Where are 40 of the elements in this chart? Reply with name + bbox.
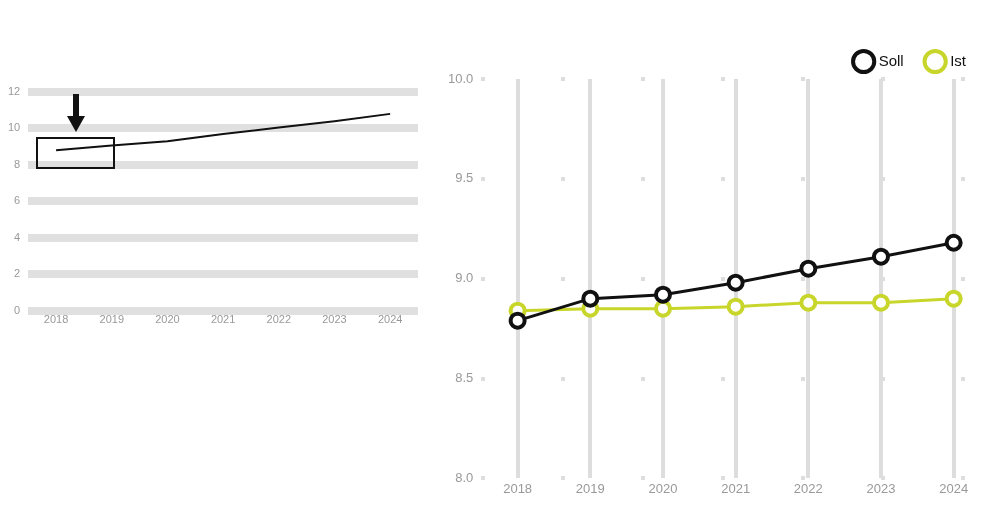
x-tick-label: 2021 [721,480,751,496]
x-tick-label: 2024 [939,480,969,496]
y-tick-label: 8.0 [455,469,474,485]
y-tick-label: 10.0 [447,70,474,86]
y-tick-label: 9.0 [455,270,474,286]
x-tick-label: 2018 [503,480,533,496]
x-tick-label: 2022 [793,480,823,496]
x-tick-label: 2023 [322,313,347,326]
x-tick-label: 2022 [266,313,292,326]
point [581,289,600,308]
point [726,273,745,292]
x-tick-label: 2018 [43,313,69,326]
y-tick-label: 4 [14,230,21,243]
y-tick-label: 8 [14,157,21,170]
y-tick-label: 10 [7,121,21,134]
y-tick-label: 12 [7,85,21,98]
legend-label: Ist [950,51,967,69]
point [871,293,890,312]
point [653,285,672,304]
y-tick-label: 0 [14,303,21,316]
x-tick-label: 2019 [99,313,124,326]
y-tick-label: 6 [14,194,21,207]
point [726,297,745,316]
y-tick-label: 2 [14,267,21,280]
x-tick-label: 2020 [155,313,180,326]
y-tick-label: 9.5 [455,170,474,186]
x-tick-label: 2020 [648,480,678,496]
point [799,293,818,312]
legend-label: Soll [878,51,904,69]
point [871,247,890,266]
y-tick-label: 8.5 [455,370,474,386]
point [944,233,963,252]
x-tick-label: 2019 [575,480,605,496]
x-tick-label: 2021 [210,313,236,326]
point [653,299,672,318]
x-tick-label: 2023 [866,480,896,496]
point [799,259,818,278]
x-tick-label: 2024 [377,313,403,326]
point [508,311,527,330]
point [944,289,963,308]
